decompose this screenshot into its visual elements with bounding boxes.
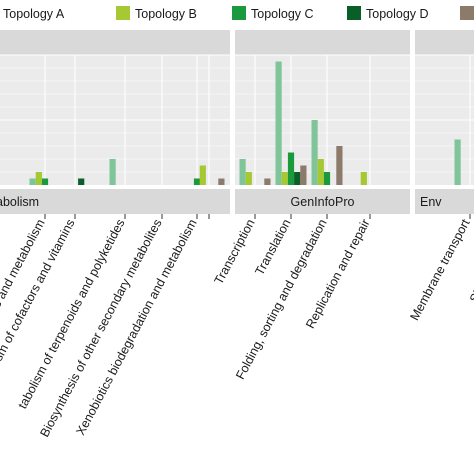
bottom-strip bbox=[415, 189, 474, 214]
bar bbox=[41, 178, 49, 185]
legend-label: Topology D bbox=[366, 7, 429, 21]
legend-key bbox=[460, 6, 474, 20]
bar bbox=[29, 178, 36, 185]
top-strips bbox=[0, 30, 474, 55]
bar bbox=[336, 146, 343, 185]
category-label: Translation bbox=[252, 217, 293, 278]
bar bbox=[109, 159, 116, 185]
legend-label: Topology A bbox=[3, 7, 65, 21]
bar bbox=[360, 172, 367, 185]
bar bbox=[454, 139, 461, 185]
bar bbox=[218, 178, 225, 185]
bar bbox=[317, 159, 324, 185]
bar bbox=[78, 178, 85, 185]
bottom-strips: abolism GenInfoPro Env bbox=[0, 189, 474, 214]
bar bbox=[311, 120, 318, 185]
panels bbox=[0, 54, 474, 185]
legend-key bbox=[347, 6, 361, 20]
bar bbox=[281, 172, 288, 185]
legend-key bbox=[232, 6, 246, 20]
bar bbox=[245, 172, 252, 185]
bar bbox=[239, 159, 246, 185]
strip-label: GenInfoPro bbox=[291, 195, 355, 209]
bottom-strip bbox=[0, 189, 230, 214]
bar bbox=[199, 165, 206, 185]
legend-label: Topology B bbox=[135, 7, 197, 21]
legend: Topology A Topology B Topology C Topology D… bbox=[3, 6, 474, 21]
legend-label: Topology C bbox=[251, 7, 314, 21]
strip-label: Env bbox=[420, 195, 442, 209]
bar bbox=[35, 172, 42, 185]
top-strip bbox=[235, 30, 410, 55]
bar bbox=[264, 178, 271, 185]
bottom-strip bbox=[235, 189, 410, 214]
bar bbox=[323, 172, 331, 185]
legend-key bbox=[116, 6, 130, 20]
category-label: Membrane transport bbox=[407, 216, 472, 322]
bar bbox=[193, 178, 201, 185]
strip-label: abolism bbox=[0, 195, 39, 209]
bar bbox=[300, 165, 307, 185]
top-strip bbox=[0, 30, 230, 55]
top-strip bbox=[415, 30, 474, 55]
bar bbox=[287, 152, 295, 185]
bar bbox=[294, 172, 301, 185]
category-label: Transcription bbox=[212, 217, 258, 287]
bar bbox=[275, 61, 282, 185]
